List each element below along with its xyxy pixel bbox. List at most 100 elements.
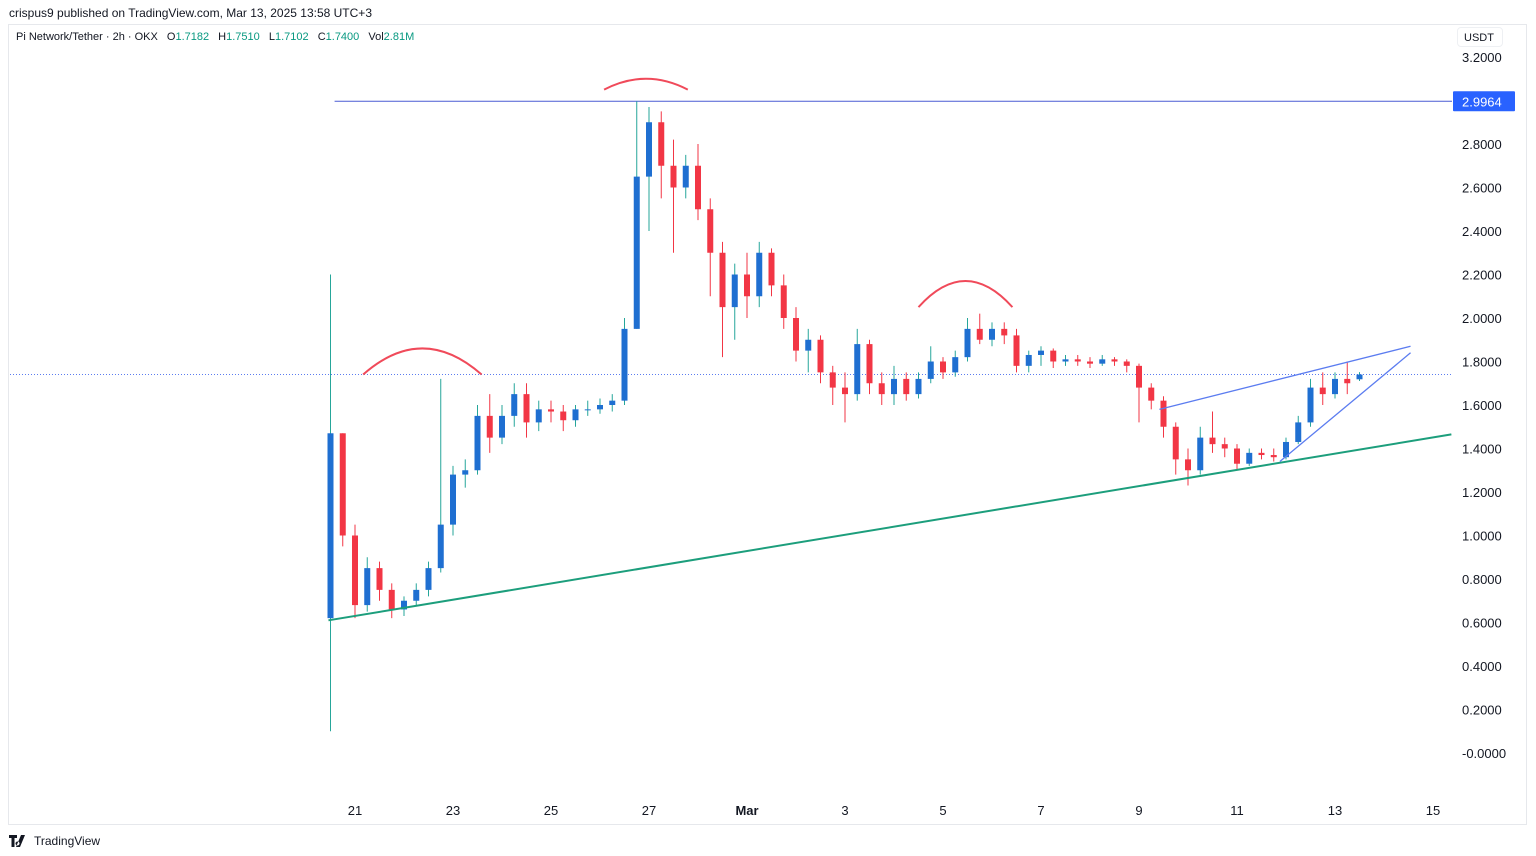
candle-body — [499, 415, 505, 438]
x-tick-label: 11 — [1230, 803, 1244, 818]
candle-body — [1160, 400, 1167, 427]
low-label: L — [268, 31, 275, 43]
y-tick-label: 1.6000 — [1462, 398, 1502, 413]
candle-body — [1221, 444, 1228, 449]
x-tick-label: 13 — [1328, 803, 1342, 818]
candle-body — [474, 415, 481, 471]
x-tick-label: 21 — [348, 803, 362, 818]
x-tick-label: 23 — [446, 803, 460, 818]
candle-body — [866, 344, 873, 384]
candle-body — [989, 328, 995, 340]
candle-body — [1025, 354, 1032, 366]
candle-body — [940, 361, 946, 373]
pattern-arc — [917, 280, 1014, 308]
candle-body — [780, 285, 787, 318]
open-value: 1.7182 — [175, 31, 210, 43]
open-label: O — [166, 31, 176, 43]
candle-body — [976, 328, 983, 340]
y-tick-label: 2.0000 — [1462, 311, 1502, 326]
candle-body — [878, 383, 885, 395]
y-tick-label: 2.2000 — [1462, 268, 1502, 283]
candle-body — [1307, 387, 1314, 423]
candle-body — [523, 394, 530, 423]
candle-body — [915, 378, 922, 395]
candle-body — [829, 372, 836, 388]
y-tick-label: 3.2000 — [1462, 50, 1502, 65]
candle-body — [1246, 452, 1253, 464]
candle-body — [670, 165, 677, 188]
close-value: 1.7400 — [325, 31, 360, 43]
support-trendline — [328, 433, 1452, 622]
y-tick-label: 0.6000 — [1462, 616, 1502, 631]
candle-body — [1295, 422, 1302, 442]
candle-body — [1270, 455, 1277, 458]
candle-body — [731, 274, 738, 308]
candle-body — [1258, 452, 1265, 456]
candle-body — [695, 165, 701, 210]
wedge-lower-line — [1279, 352, 1411, 463]
y-tick-label: 1.8000 — [1462, 355, 1502, 370]
candle-body — [425, 568, 432, 590]
symbol-label[interactable]: Pi Network/Tether · 2h · OKX — [16, 31, 158, 43]
y-tick-label: 0.4000 — [1462, 659, 1502, 674]
candle-body — [707, 209, 714, 253]
candle-body — [805, 339, 812, 351]
candle-body — [413, 589, 420, 601]
candle-body — [1038, 350, 1044, 355]
candle-body — [891, 378, 897, 395]
candle-body — [658, 122, 665, 166]
candle-body — [1074, 359, 1081, 362]
candle-body — [903, 378, 910, 395]
candle-body — [584, 409, 591, 411]
candle-body — [1197, 437, 1204, 471]
candle-body — [768, 252, 775, 286]
candle-body — [682, 165, 689, 188]
candle-body — [646, 122, 652, 177]
x-tick-label: 15 — [1426, 803, 1440, 818]
candle-body — [927, 361, 934, 379]
candle-body — [1209, 437, 1216, 445]
y-tick-label: -0.0000 — [1462, 746, 1506, 761]
candle-body — [597, 405, 603, 410]
candle-body — [1062, 359, 1069, 362]
x-tick-label: 27 — [642, 803, 656, 818]
y-tick-label: 0.2000 — [1462, 703, 1502, 718]
x-tick-label: 3 — [841, 803, 848, 818]
candle-body — [817, 339, 824, 373]
volume-label: Vol — [368, 31, 384, 43]
volume-value: 2.81M — [383, 31, 415, 43]
price-tag — [1453, 91, 1515, 112]
candle-body — [1344, 378, 1351, 384]
y-tick-label: 2.8000 — [1462, 137, 1502, 152]
publisher-line: crispus9 published on TradingView.com, M… — [9, 6, 372, 20]
footer-brand: TradingView — [9, 834, 100, 848]
y-tick-label: 2.4000 — [1462, 224, 1502, 239]
candle-body — [388, 589, 395, 610]
candle-body — [1356, 374, 1363, 380]
price-tag-label: 2.9964 — [1462, 94, 1502, 109]
x-tick-label: 9 — [1135, 803, 1142, 818]
candle-body — [327, 433, 334, 619]
candle-body — [744, 274, 750, 297]
wedge-upper-line — [1159, 345, 1411, 410]
candle-body — [1185, 459, 1191, 471]
candle-body — [719, 252, 726, 308]
x-tick-label: 7 — [1037, 803, 1044, 818]
candle-body — [1234, 448, 1240, 464]
high-label: H — [218, 31, 227, 43]
candle-body — [1099, 359, 1106, 364]
candle-body — [1332, 378, 1338, 395]
candle-body — [609, 400, 616, 405]
close-label: C — [317, 31, 326, 43]
tradingview-logo-icon — [9, 835, 25, 847]
currency-button[interactable]: USDT — [1457, 27, 1503, 47]
candle-body — [572, 409, 579, 421]
candle-body — [854, 344, 861, 395]
candle-body — [548, 409, 554, 412]
candle-body — [352, 535, 358, 606]
candle-body — [633, 176, 640, 329]
candle-body — [437, 524, 444, 569]
candle-body — [1283, 441, 1289, 458]
candle-body — [1123, 361, 1130, 366]
